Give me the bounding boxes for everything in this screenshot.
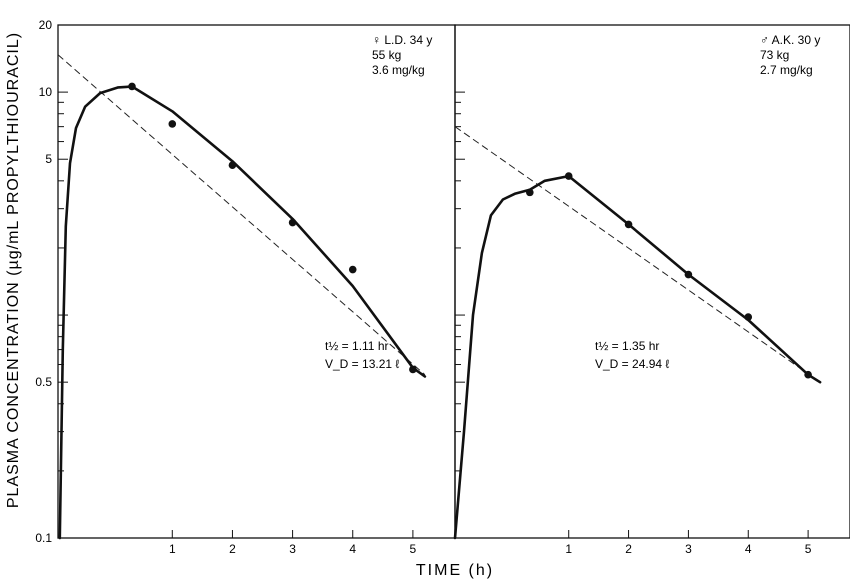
subject-info-line: 55 kg [372,48,401,62]
subject-info-line: ♀ L.D. 34 y [372,33,432,47]
x-tick-label: 2 [625,542,632,556]
y-tick-label: 0.5 [35,375,52,389]
data-point [744,313,753,321]
data-point [168,120,177,128]
x-tick-label: 4 [745,542,752,556]
x-tick-label: 4 [349,542,356,556]
x-tick-label: 3 [685,542,692,556]
kinetics-annotation-line: t½ = 1.11 hr [325,339,389,353]
subject-info-line: ♂ A.K. 30 y [760,33,820,47]
x-axis-label: TIME (h) [416,562,494,579]
y-axis-label-group: PLASMA CONCENTRATION (µg/mL PROPYLTHIOUR… [5,32,22,508]
data-point [526,188,534,197]
y-tick-label: 0.1 [35,531,52,545]
x-tick-label: 2 [229,542,236,556]
kinetics-annotation-line: t½ = 1.35 hr [595,339,659,353]
panel-frame [57,24,456,539]
data-point [624,220,633,229]
elimination-line [454,126,821,383]
x-tick-label: 1 [565,542,572,556]
kinetics-annotation-line: V_D = 13.21 ℓ [325,357,399,371]
y-tick-label: 5 [45,152,52,166]
data-point [128,82,136,91]
panels: 0.1 0.5 5 10 20 1 2 3 4 5 ♀ L.D. 34 y55 kg3.6 mg/k… [35,18,850,556]
y-tick-label: 10 [39,85,53,99]
subject-info-line: 3.6 mg/kg [372,63,425,77]
panel-left: 0.1 0.5 5 10 20 1 2 3 4 5 ♀ L.D. 34 y55 kg3.6 mg/k… [35,18,456,556]
y-tick-label: 20 [39,18,53,32]
x-tick-label: 5 [410,542,417,556]
x-tick-label: 1 [169,542,176,556]
data-point [409,365,417,374]
x-tick-label: 3 [289,542,296,556]
panel-frame [454,24,850,539]
x-tick-label: 5 [805,542,812,556]
panel-right: 1 2 3 4 5 ♂ A.K. 30 y73 kg2.7 mg/kg t½ = 1.35 … [453,24,850,556]
kinetics-annotation-line: V_D = 24.94 ℓ [595,357,669,371]
data-point [288,218,297,227]
data-point [564,172,573,180]
fit-curve [58,85,427,540]
data-point [804,370,812,379]
y-axis-label: PLASMA CONCENTRATION (µg/mL PROPYLTHIOUR… [5,32,22,508]
data-point [684,270,693,279]
subject-info-line: 73 kg [760,48,789,62]
subject-info-line: 2.7 mg/kg [760,63,813,77]
data-point [348,265,357,274]
elimination-line [57,54,426,376]
data-point [228,161,237,170]
